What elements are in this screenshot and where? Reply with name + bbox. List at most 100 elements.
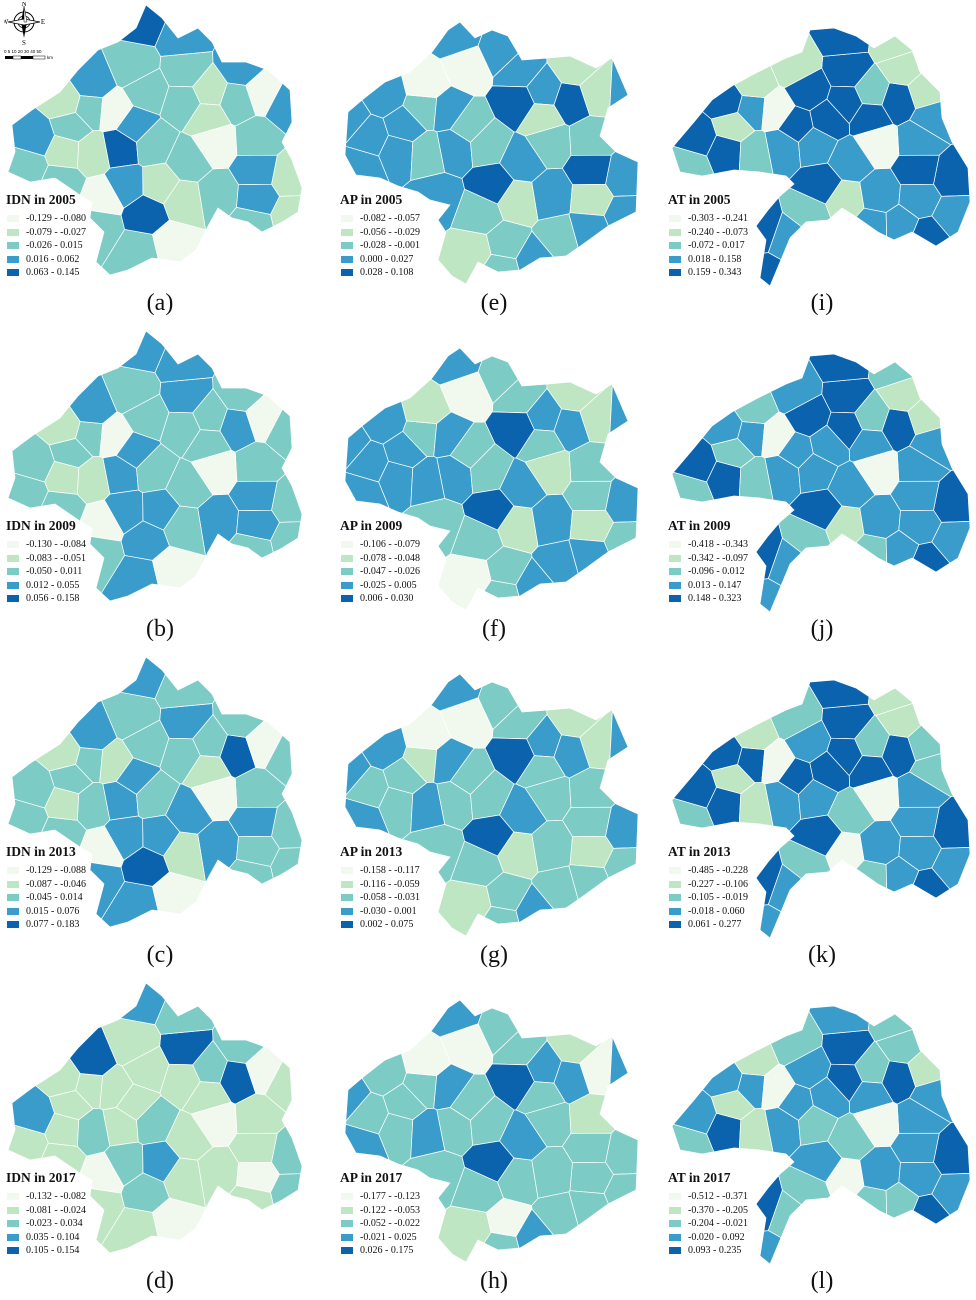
panel-caption: (l) xyxy=(810,1268,834,1294)
county-region xyxy=(885,529,920,567)
legend-range-label: 0.000 - 0.027 xyxy=(360,253,414,265)
legend-range-label: -0.204 - -0.021 xyxy=(688,1218,748,1230)
county-region xyxy=(103,1141,144,1187)
legend-range-label: -0.132 - -0.082 xyxy=(26,1191,86,1203)
legend-range-label: -0.512 - -0.371 xyxy=(688,1191,748,1203)
county-region xyxy=(827,134,876,183)
county-region xyxy=(761,1063,796,1111)
legend-swatch xyxy=(6,1205,20,1215)
scale-ticks: 0 5 10 20 30 40 50 xyxy=(4,49,42,54)
panel-caption: (e) xyxy=(480,290,508,316)
county-region xyxy=(788,1140,843,1183)
county-region xyxy=(702,410,743,446)
county-region xyxy=(710,1090,756,1121)
legend-item: -0.025 - 0.005 xyxy=(340,579,500,593)
county-region xyxy=(48,1090,94,1121)
county-region xyxy=(40,164,87,196)
choropleth-map xyxy=(344,347,639,611)
legend-swatch xyxy=(340,920,354,930)
county-region xyxy=(761,411,796,459)
legend-item: -0.342 - -0.097 xyxy=(668,552,828,566)
county-region xyxy=(867,1013,913,1042)
county-region xyxy=(450,514,504,561)
legend-swatch xyxy=(6,1232,20,1242)
legend-title: IDN in 2005 xyxy=(6,192,76,207)
legend-swatch xyxy=(6,1192,20,1202)
county-region xyxy=(909,427,954,472)
legend-swatch xyxy=(668,540,682,550)
panel-caption: (a) xyxy=(146,290,174,316)
legend-swatch xyxy=(340,214,354,224)
county-region xyxy=(808,27,870,57)
legend-item: 0.006 - 0.030 xyxy=(340,592,500,606)
county-region xyxy=(499,783,548,835)
county-region xyxy=(7,146,49,183)
choropleth-map xyxy=(7,656,303,928)
legend-range-label: -0.078 - -0.048 xyxy=(360,552,420,564)
county-region xyxy=(809,1076,850,1119)
legend-swatch xyxy=(668,553,682,563)
choropleth-map xyxy=(344,673,639,937)
county-region xyxy=(48,764,94,795)
legend-range-label: -0.418 - -0.343 xyxy=(688,539,748,551)
legend-range-label: -0.028 - -0.001 xyxy=(360,240,420,252)
county-region xyxy=(483,580,520,599)
legend-range-label: 0.016 - 0.062 xyxy=(26,253,80,265)
legend-range-label: 0.015 - 0.076 xyxy=(26,905,80,917)
county-region xyxy=(867,687,913,716)
legend-range-label: -0.058 - -0.031 xyxy=(360,892,420,904)
legend-swatch xyxy=(340,594,354,604)
legend-swatch xyxy=(6,893,20,903)
county-region xyxy=(710,438,756,469)
county-region xyxy=(809,424,850,467)
county-region xyxy=(477,29,519,78)
county-region xyxy=(561,806,612,837)
county-region xyxy=(450,188,504,235)
county-region xyxy=(568,1190,609,1227)
legend-swatch xyxy=(668,893,682,903)
county-region xyxy=(165,131,214,183)
map-legend: AP in 2017 -0.177 - -0.123 -0.122 - -0.053… xyxy=(340,1170,500,1258)
legend-range-label: 0.012 - 0.055 xyxy=(26,579,80,591)
legend-swatch xyxy=(668,866,682,876)
county-region xyxy=(228,1185,274,1211)
county-region xyxy=(227,806,278,837)
legend-item: -0.204 - -0.021 xyxy=(668,1217,828,1231)
county-region xyxy=(759,1230,782,1265)
county-region xyxy=(889,480,940,511)
county-region xyxy=(499,131,548,183)
map-panel-k: AT in 2013 -0.485 - -0.228 -0.227 - -0.106… xyxy=(662,652,976,974)
legend-swatch xyxy=(340,1246,354,1256)
county-region xyxy=(788,162,843,205)
legend-title: AT in 2005 xyxy=(668,192,731,207)
map-legend: IDN in 2017 -0.132 - -0.082 -0.081 - -0.02… xyxy=(6,1170,166,1258)
legend-range-label: -0.303 - -0.241 xyxy=(688,213,748,225)
legend-item: -0.023 - 0.034 xyxy=(6,1217,166,1231)
county-region xyxy=(809,750,850,793)
county-region xyxy=(35,731,81,772)
legend-swatch xyxy=(668,1246,682,1256)
county-region xyxy=(561,480,612,511)
legend-item: -0.177 - -0.123 xyxy=(340,1190,500,1204)
county-region xyxy=(808,1005,870,1035)
legend-swatch xyxy=(6,227,20,237)
legend-swatch xyxy=(6,906,20,916)
county-region xyxy=(165,1109,214,1161)
county-region xyxy=(121,393,170,442)
legend-range-label: -0.050 - 0.011 xyxy=(26,566,83,578)
county-region xyxy=(345,751,372,797)
county-region xyxy=(48,112,94,143)
legend-item: -0.418 - -0.343 xyxy=(668,538,828,552)
legend-item: 0.018 - 0.158 xyxy=(668,253,828,267)
legend-range-label: -0.018 - 0.060 xyxy=(688,905,745,917)
county-region xyxy=(165,783,214,835)
legend-item: -0.021 - 0.025 xyxy=(340,1231,500,1245)
county-region xyxy=(671,1123,715,1155)
map-panel-f: AP in 2009 -0.106 - -0.079 -0.078 - -0.048… xyxy=(334,326,654,648)
legend-range-label: -0.129 - -0.088 xyxy=(26,865,86,877)
county-region xyxy=(154,347,216,383)
legend-item: -0.116 - -0.059 xyxy=(340,878,500,892)
county-region xyxy=(99,1063,134,1111)
county-region xyxy=(909,101,954,146)
